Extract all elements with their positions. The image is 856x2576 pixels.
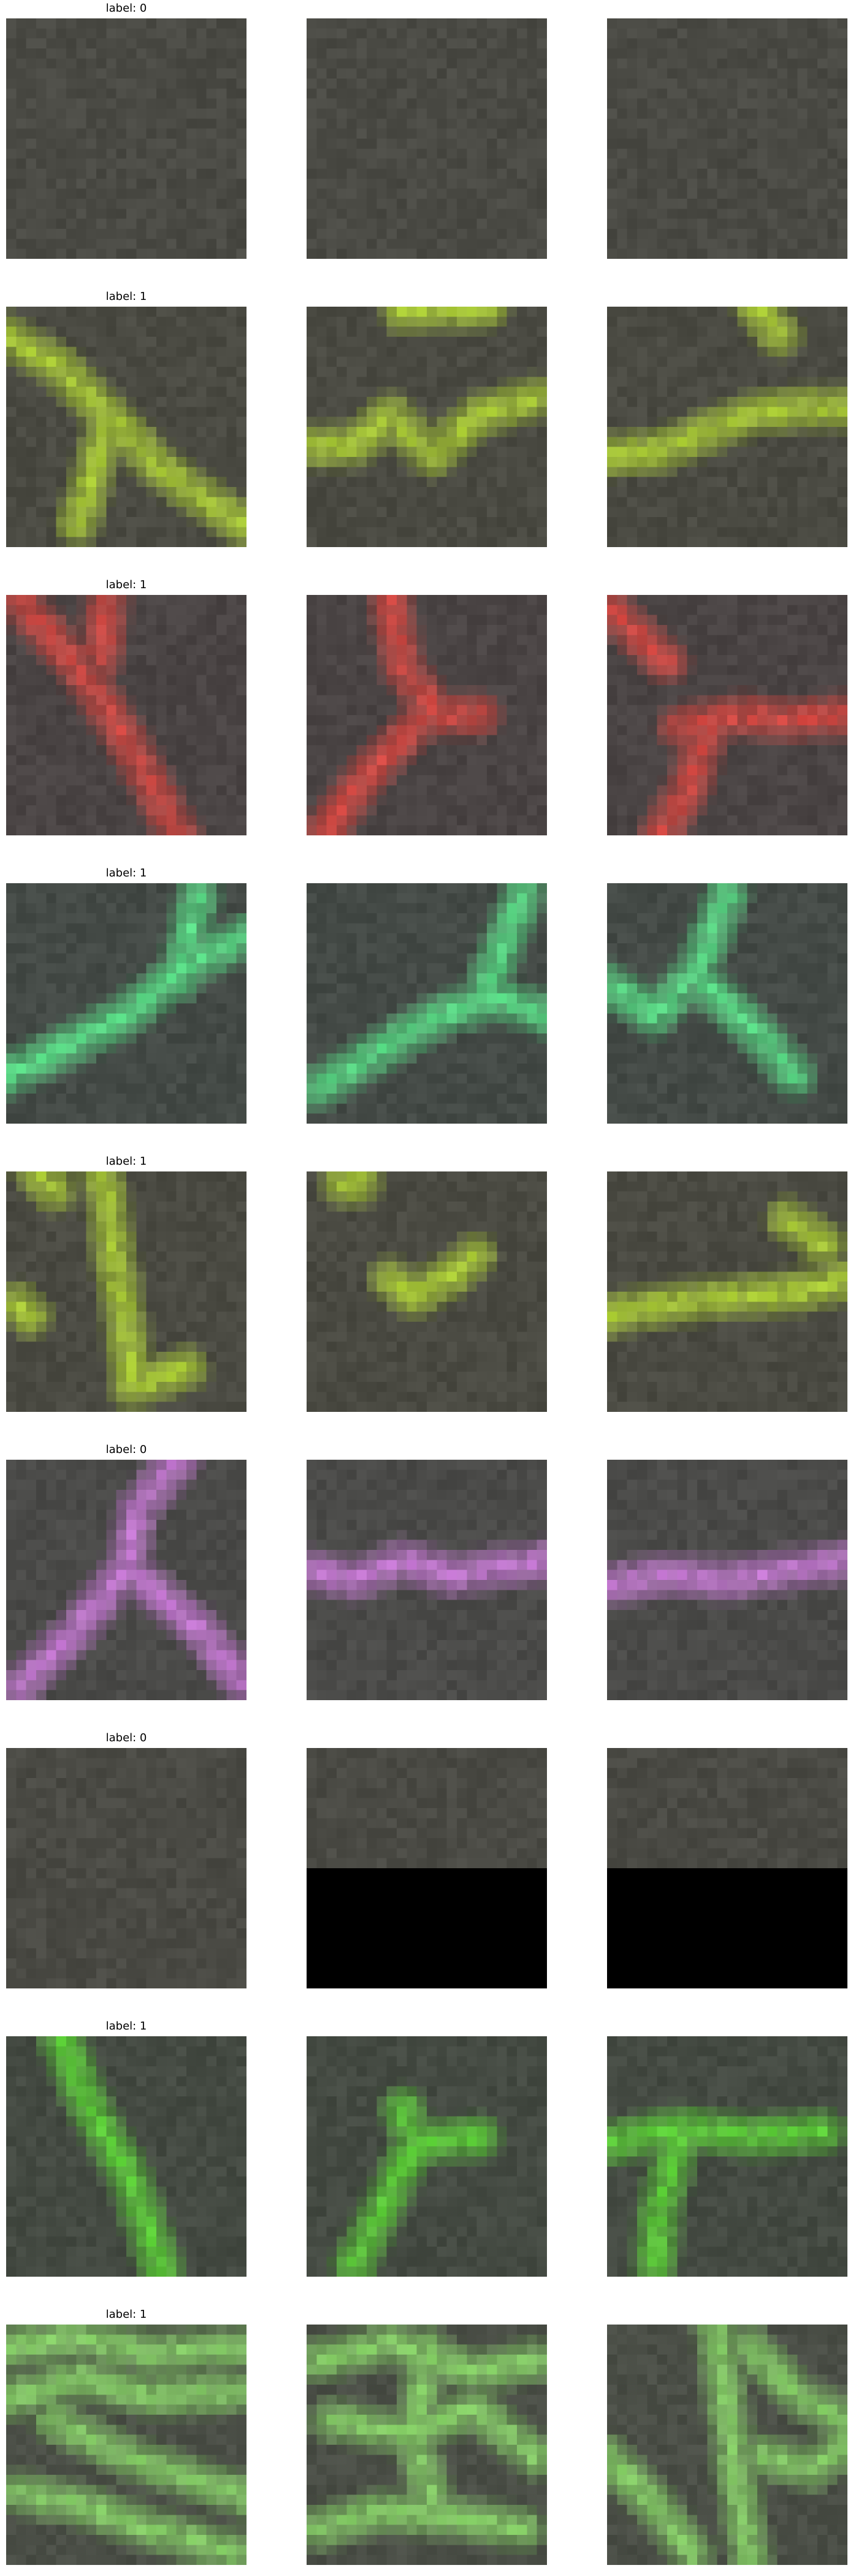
microscopy-image: [307, 1460, 547, 1700]
microscopy-image: [6, 1460, 246, 1700]
row-title: label: 0: [105, 2, 147, 15]
microscopy-image: [607, 1171, 847, 1412]
microscopy-image: [307, 1748, 547, 1988]
image-tile: [607, 595, 847, 835]
image-tile: [307, 18, 547, 259]
image-tile: [307, 1171, 547, 1412]
image-tile: [307, 595, 547, 835]
image-tile: [607, 2325, 847, 2565]
image-tile: [607, 18, 847, 259]
row-title: label: 1: [105, 578, 147, 591]
microscopy-image: [6, 2325, 246, 2565]
image-tile: [307, 1748, 547, 1988]
image-tile: [6, 595, 246, 835]
row-title: label: 1: [105, 2020, 147, 2033]
microscopy-image: [6, 18, 246, 259]
microscopy-image: [6, 595, 246, 835]
image-tile: [6, 2325, 246, 2565]
image-tile: [6, 1171, 246, 1412]
row-title: label: 1: [105, 290, 147, 303]
microscopy-image: [607, 2036, 847, 2277]
microscopy-image: [607, 307, 847, 547]
microscopy-image: [607, 883, 847, 1124]
microscopy-image: [607, 18, 847, 259]
microscopy-image: [607, 1460, 847, 1700]
image-tile: [607, 307, 847, 547]
image-tile: [307, 1460, 547, 1700]
microscopy-image: [307, 2325, 547, 2565]
image-tile: [6, 2036, 246, 2277]
image-tile: [6, 307, 246, 547]
microscopy-image: [307, 18, 547, 259]
image-tile: [607, 883, 847, 1124]
microscopy-image: [307, 883, 547, 1124]
image-tile: [307, 2036, 547, 2277]
image-tile: [6, 883, 246, 1124]
microscopy-image: [607, 595, 847, 835]
image-tile: [307, 2325, 547, 2565]
microscopy-image: [307, 307, 547, 547]
microscopy-image: [307, 2036, 547, 2277]
row-title: label: 1: [105, 1155, 147, 1168]
row-title: label: 1: [105, 867, 147, 880]
image-tile: [6, 1748, 246, 1988]
microscopy-image: [6, 1748, 246, 1988]
microscopy-image: [607, 1748, 847, 1988]
image-tile: [6, 18, 246, 259]
row-title: label: 0: [105, 1731, 147, 1744]
microscopy-image: [6, 2036, 246, 2277]
microscopy-image: [6, 883, 246, 1124]
image-tile: [607, 1171, 847, 1412]
image-tile: [6, 1460, 246, 1700]
microscopy-image: [607, 2325, 847, 2565]
microscopy-image: [307, 1171, 547, 1412]
microscopy-image: [6, 1171, 246, 1412]
image-tile: [307, 883, 547, 1124]
microscopy-image: [307, 595, 547, 835]
image-tile: [607, 1748, 847, 1988]
image-tile: [607, 2036, 847, 2277]
image-tile: [307, 307, 547, 547]
row-title: label: 0: [105, 1443, 147, 1456]
row-title: label: 1: [105, 2308, 147, 2321]
microscopy-image: [6, 307, 246, 547]
image-tile: [607, 1460, 847, 1700]
